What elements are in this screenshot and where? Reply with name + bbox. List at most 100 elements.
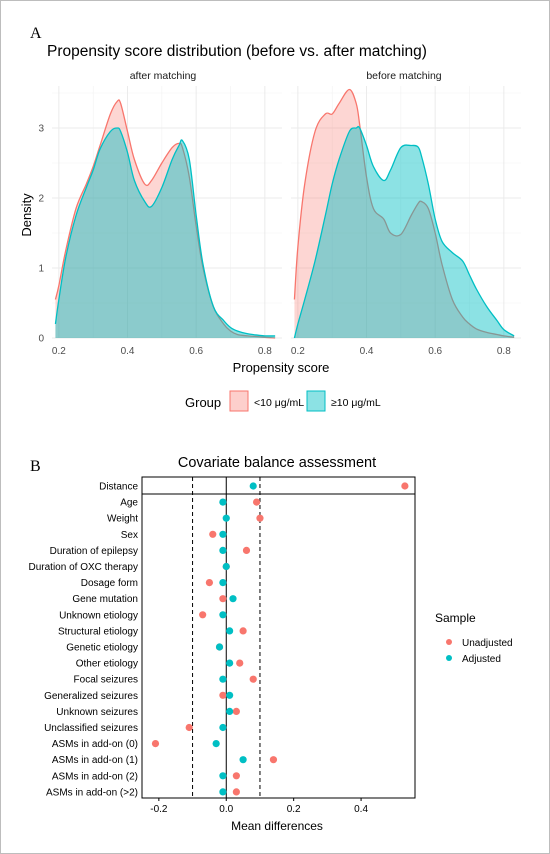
legend-item-unadjusted: Unadjusted — [462, 638, 513, 649]
density-curve-high — [54, 127, 276, 337]
panel-b-xlabel: Mean differences — [231, 819, 323, 833]
covariate-label: Sex — [121, 530, 138, 541]
point-unadjusted — [249, 675, 257, 683]
covariate-label: Weight — [107, 514, 138, 525]
x-tick-label: 0.2 — [287, 804, 301, 815]
x-tick-label: 0.4 — [354, 804, 368, 815]
legend-a-title: Group — [185, 395, 221, 410]
facet-label-after: after matching — [130, 70, 197, 82]
point-unadjusted — [232, 772, 240, 780]
panel-b-title: Covariate balance assessment — [178, 455, 376, 471]
point-unadjusted — [185, 723, 193, 732]
y-tick-label: 1 — [38, 264, 44, 275]
point-unadjusted — [242, 546, 251, 555]
legend-item-adjusted: Adjusted — [462, 654, 501, 665]
y-tick-label: 2 — [38, 194, 44, 205]
point-adjusted — [226, 707, 234, 716]
covariate-label: Generalized seizures — [44, 691, 138, 702]
point-adjusted — [229, 595, 237, 603]
chart-layer: 0.2 0.4 0.6 0.8 0 1 2 3 0.2 0.4 0.6 0.8 Distance Age W… — [29, 86, 521, 815]
x-tick-label: 0.4 — [121, 346, 135, 357]
point-unadjusted — [232, 707, 240, 716]
density-area-low — [294, 89, 515, 338]
x-tick-label: 0.4 — [360, 346, 374, 357]
point-adjusted — [226, 659, 234, 667]
point-adjusted — [226, 627, 234, 635]
balance-plot-border — [141, 476, 416, 799]
balance-plot-group: Distance Age Weight Sex Duration of epilepsy… — [29, 476, 416, 815]
covariate-label: Focal seizures — [74, 675, 138, 686]
x-tick-label: 0.8 — [258, 346, 272, 357]
covariate-label: Other etiology — [76, 659, 138, 670]
panel-b-letter: B — [30, 458, 41, 475]
point-unadjusted — [209, 530, 217, 538]
covariate-label: Age — [120, 498, 138, 509]
facet-label-before: before matching — [366, 70, 441, 82]
covariate-label: Unknown seizures — [56, 707, 138, 718]
legend-swatch-high — [306, 390, 326, 412]
x-tick-label: -0.2 — [150, 804, 168, 815]
point-unadjusted — [239, 627, 247, 635]
point-adjusted — [215, 643, 224, 651]
point-adjusted — [249, 482, 257, 490]
density-curve-low — [293, 88, 515, 338]
covariate-label: Genetic etiology — [66, 643, 138, 654]
facet-before-group: 0.2 0.4 0.6 0.8 — [291, 86, 521, 357]
point-adjusted — [219, 788, 227, 796]
x-tick-label: 0.0 — [219, 804, 233, 815]
point-unadjusted — [219, 691, 227, 699]
x-tick-label: 0.2 — [291, 346, 305, 357]
panel-a-xlabel: Propensity score — [233, 360, 330, 375]
x-tick-label: 0.6 — [428, 346, 442, 357]
point-unadjusted — [401, 482, 409, 490]
covariate-label: ASMs in add-on (1) — [52, 755, 138, 766]
point-adjusted — [222, 562, 230, 571]
covariate-label: Dosage form — [81, 578, 138, 589]
x-tick-label: 0.8 — [497, 346, 511, 357]
point-adjusted — [219, 546, 227, 555]
panel-a-ylabel: Density — [19, 193, 34, 237]
point-unadjusted — [269, 756, 278, 764]
covariate-label: ASMs in add-on (0) — [52, 739, 138, 750]
legend-item-high: ≥10 μg/mL — [331, 397, 381, 409]
point-adjusted — [219, 675, 227, 683]
point-adjusted — [222, 514, 230, 522]
legend-swatch-low — [229, 390, 249, 412]
point-unadjusted — [151, 740, 160, 748]
covariate-label: Structural etiology — [58, 626, 138, 637]
covariate-label: Duration of epilepsy — [50, 546, 138, 557]
legend-dot-adjusted — [446, 655, 452, 661]
density-area-low — [55, 99, 276, 338]
legend-b-title: Sample — [435, 611, 476, 625]
point-adjusted — [239, 756, 247, 764]
point-unadjusted — [236, 659, 244, 667]
y-tick-label: 3 — [38, 124, 44, 135]
panel-a-title: Propensity score distribution (before vs… — [47, 43, 427, 60]
density-area-high — [294, 126, 515, 339]
point-adjusted — [219, 772, 227, 780]
legend-item-low: <10 μg/mL — [254, 397, 304, 409]
facet-after-group: 0.2 0.4 0.6 0.8 0 1 2 3 — [38, 86, 282, 357]
point-adjusted — [219, 723, 227, 732]
covariate-label: ASMs in add-on (2) — [52, 771, 138, 782]
point-unadjusted — [205, 579, 214, 587]
point-adjusted — [219, 530, 227, 538]
point-adjusted — [219, 579, 227, 587]
point-unadjusted — [232, 788, 240, 796]
covariate-label: ASMs in add-on (>2) — [46, 787, 138, 798]
point-unadjusted — [252, 498, 261, 506]
covariate-label: Unknown etiology — [59, 610, 138, 621]
density-curve-high — [293, 125, 515, 339]
point-unadjusted — [256, 514, 264, 522]
y-tick-label: 0 — [38, 334, 44, 345]
point-adjusted — [212, 740, 220, 748]
density-curve-low — [54, 99, 276, 339]
x-tick-label: 0.2 — [52, 346, 66, 357]
panel-a-letter: A — [30, 25, 42, 42]
covariate-label: Gene mutation — [72, 594, 138, 605]
point-unadjusted — [199, 611, 207, 619]
legend-dot-unadjusted — [446, 639, 452, 645]
covariate-label: Distance — [99, 482, 138, 493]
covariate-label: Unclassified seizures — [44, 723, 138, 734]
